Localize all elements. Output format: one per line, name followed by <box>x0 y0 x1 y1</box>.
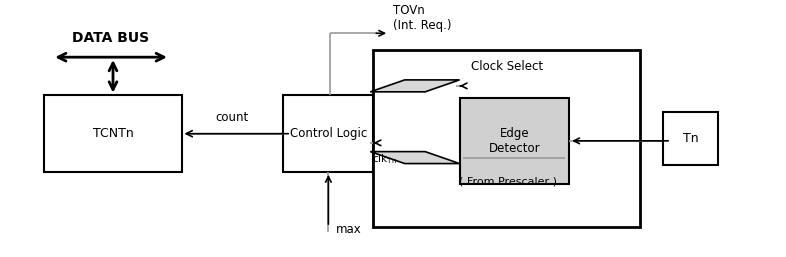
Bar <box>460 98 569 184</box>
Text: Edge
Detector: Edge Detector <box>489 127 540 155</box>
Text: Clock Select: Clock Select <box>471 60 542 72</box>
Text: DATA BUS: DATA BUS <box>72 31 149 45</box>
Text: TOVn
(Int. Req.): TOVn (Int. Req.) <box>393 4 451 32</box>
Text: TCNTn: TCNTn <box>93 127 134 140</box>
Text: clk$_{\mathsf{Tn}}$: clk$_{\mathsf{Tn}}$ <box>372 152 397 166</box>
Text: count: count <box>216 111 249 124</box>
Bar <box>283 95 373 172</box>
Text: Control Logic: Control Logic <box>290 127 367 140</box>
Text: Tn: Tn <box>683 132 699 145</box>
Text: max: max <box>336 223 362 236</box>
Bar <box>373 50 640 227</box>
Text: ( From Prescaler ): ( From Prescaler ) <box>459 177 556 187</box>
Bar <box>45 95 182 172</box>
Polygon shape <box>370 80 460 92</box>
Polygon shape <box>370 152 460 163</box>
Bar <box>663 112 718 165</box>
